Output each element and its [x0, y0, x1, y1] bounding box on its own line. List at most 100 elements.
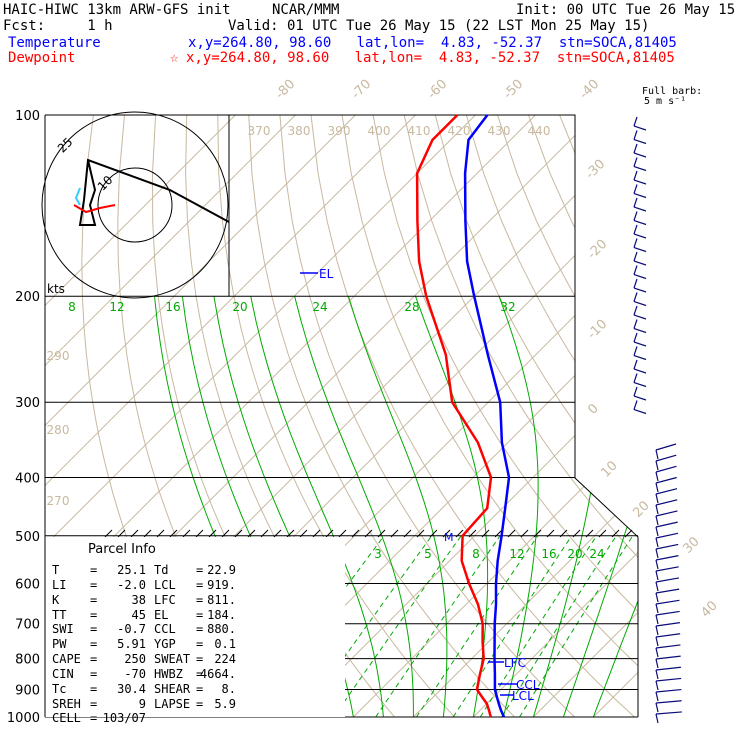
theta-label: 380 [288, 124, 311, 138]
hatch-mark [572, 529, 581, 538]
wind-barb-flag [655, 537, 659, 548]
parcel-info-cell: T [52, 563, 59, 577]
parcel-info-cell: LFC [154, 593, 176, 607]
mixing-ratio-line [452, 535, 573, 717]
wind-barb-flag [655, 449, 659, 460]
wind-barb-staff [655, 510, 678, 517]
hatch-mark [143, 529, 152, 538]
wind-barb-flag [655, 515, 659, 526]
barb-unit: 5 m s⁻¹ [644, 96, 687, 107]
hatch-mark [429, 529, 438, 538]
parcel-info-row: T = 25.1 Td = 22.9 [52, 563, 236, 577]
isotherm-label: 40 [698, 598, 720, 620]
hatch-mark [273, 529, 282, 538]
isotherm-label: -60 [425, 77, 451, 103]
mixing-ratio-line [375, 535, 501, 717]
parcel-info-cell: PW [52, 637, 67, 651]
parcel-info-cell: 224 [214, 652, 236, 666]
parcel-info-cell: = [196, 578, 203, 592]
wind-barb-staff [655, 644, 681, 649]
center-name: NCAR/MMM [272, 2, 340, 18]
parcel-info-cell: LAPSE [154, 697, 190, 711]
wind-barb-staff [633, 408, 647, 415]
mixing-ratio-label: 28 [404, 300, 419, 314]
mixing-ratio-label: 32 [500, 300, 515, 314]
parcel-info-row: CAPE = 250 SWEAT = 224 [52, 652, 236, 666]
parcel-info-row: TT = 45 EL = 184. [52, 608, 236, 622]
parcel-info-cell: = [196, 563, 203, 577]
mixing-ratio-line [333, 535, 462, 717]
pressure-label: 200 [15, 290, 40, 305]
wind-barb-flag [655, 504, 659, 515]
wind-barb-flag [633, 359, 638, 370]
hatch-mark [247, 529, 256, 538]
wind-barb-flag [655, 625, 659, 636]
hatch-mark [338, 529, 347, 538]
parcel-info-cell: = [90, 682, 97, 696]
parcel-info-cell: = [90, 622, 97, 636]
init-time: Init: 00 UTC Tue 26 May 15 [516, 2, 736, 18]
wind-barb-flag [633, 238, 638, 248]
hatch-mark [403, 529, 412, 538]
parcel-info-cell: 103/07 [103, 711, 146, 725]
isotherm-label: -40 [577, 77, 603, 103]
wind-barb-staff [655, 543, 679, 550]
hatch-mark [351, 529, 360, 538]
isotherm-label: -30 [583, 157, 609, 183]
parcel-info-cell: = [196, 593, 203, 607]
pressure-label: 500 [15, 530, 40, 545]
parcel-info-cell: = [196, 652, 203, 666]
wind-barb-flag [655, 592, 659, 603]
mixing-ratio-label: 3 [374, 547, 382, 561]
parcel-info-cell: = [196, 682, 203, 696]
isotherm-line [353, 115, 638, 717]
wind-barb-staff [655, 622, 680, 627]
wind-barb-flag [655, 680, 659, 691]
hodograph-ring-inner [97, 167, 173, 243]
hatch-mark [286, 529, 295, 538]
hatch-mark [234, 529, 243, 538]
wind-barb-staff [633, 314, 647, 320]
hatch-mark [156, 529, 165, 538]
hatch-mark [377, 529, 386, 538]
dewpoint-marker-icon: ☆ [170, 50, 179, 66]
dry-adiabat-line [372, 115, 638, 717]
wind-barb-staff [633, 368, 647, 374]
wind-barb-staff [633, 246, 647, 253]
theta-label: 370 [248, 124, 271, 138]
wind-barb-staff [633, 287, 647, 293]
isotherm-line [45, 115, 296, 717]
moist-adiabat-line [532, 296, 603, 717]
wind-barb-staff [655, 677, 682, 682]
wind-barb-flag [655, 581, 659, 592]
wind-barb-flag [633, 278, 638, 289]
parcel-info-row: CELL = 103/07 [52, 711, 146, 725]
hatch-mark [559, 529, 568, 538]
parcel-info-cell: 919. [207, 578, 236, 592]
parcel-info-cell: HWBZ [154, 667, 183, 681]
isotherm-label: 30 [680, 534, 702, 556]
parcel-info-cell: CIN [52, 667, 74, 681]
barb-title: Full barb: [642, 86, 703, 97]
parcel-info-cell: 184. [207, 608, 236, 622]
dry-adiabat-line [403, 115, 638, 717]
wind-barb-staff [633, 219, 647, 226]
hatch-mark [208, 529, 217, 538]
parcel-info-cell: 45 [132, 608, 146, 622]
wind-barb-flag [633, 373, 638, 383]
parcel-info-cell: = [196, 637, 203, 651]
mixing-ratio-line [416, 535, 539, 717]
wind-barb-flag [633, 170, 638, 181]
wind-barb-flag [633, 157, 638, 167]
mixing-ratio-label: 8 [68, 300, 76, 314]
wind-barb-staff [633, 341, 647, 347]
hatch-mark [325, 529, 334, 538]
isotherm-line [45, 115, 536, 717]
isotherm-label: -20 [585, 237, 611, 263]
theta-label: 390 [328, 124, 351, 138]
hodograph-ring-outer [41, 111, 229, 299]
dry-adiabat-line [590, 115, 638, 717]
wind-barb-staff [655, 688, 682, 693]
theta-low-label: 290 [47, 349, 70, 363]
